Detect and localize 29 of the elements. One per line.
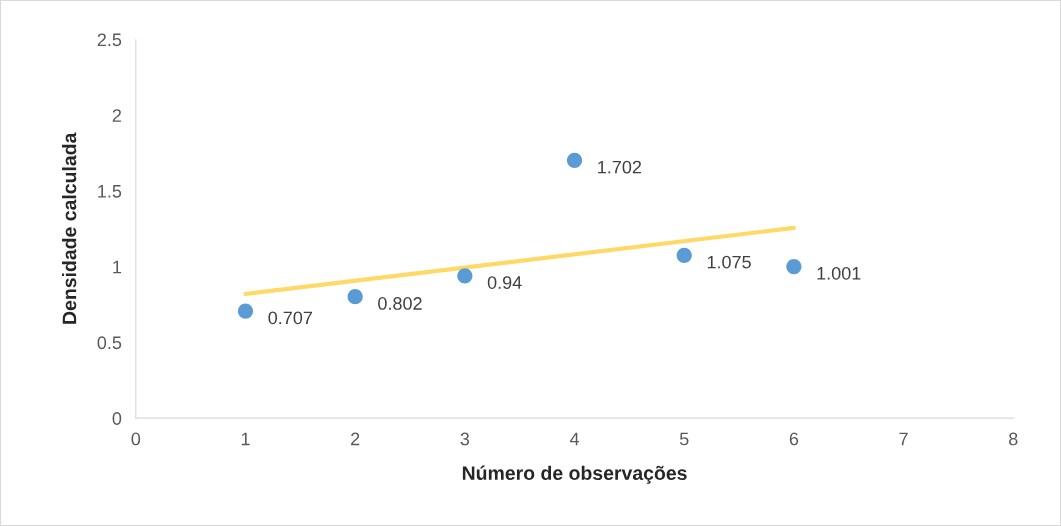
y-axis-title: Densidade calculada	[62, 132, 77, 324]
x-tick-label: 3	[460, 432, 470, 446]
x-tick-label: 7	[899, 432, 908, 446]
x-tick-label: 0	[131, 432, 141, 446]
point	[786, 258, 802, 275]
y-tick-label: 0.5	[97, 336, 122, 350]
x-tick-label: 4	[569, 432, 580, 446]
data-label: 0.802	[378, 297, 422, 310]
point	[457, 268, 473, 284]
x-tick-label: 6	[789, 432, 799, 446]
y-tick-label: 0	[112, 412, 122, 425]
x-tick-label: 1	[241, 432, 250, 446]
x-tick-label: 8	[1009, 432, 1018, 446]
y-tick-label: 1.5	[98, 185, 122, 198]
y-tick-label: 1	[113, 260, 122, 274]
data-label: 1.702	[598, 160, 642, 174]
data-label: 1.075	[707, 255, 751, 269]
point	[566, 152, 583, 168]
x-tick-label: 2	[351, 432, 360, 446]
x-tick-label: 5	[679, 432, 689, 446]
data-label: 0.707	[268, 311, 312, 325]
data-label: 1.001	[817, 266, 861, 280]
data-label: 0.94	[487, 276, 522, 289]
y-tick-label: 2	[112, 109, 122, 122]
point	[676, 247, 692, 263]
y-tick-label: 2.5	[97, 33, 122, 47]
x-axis-title: Número de observações	[462, 465, 687, 484]
point	[347, 289, 363, 305]
point	[237, 303, 254, 319]
